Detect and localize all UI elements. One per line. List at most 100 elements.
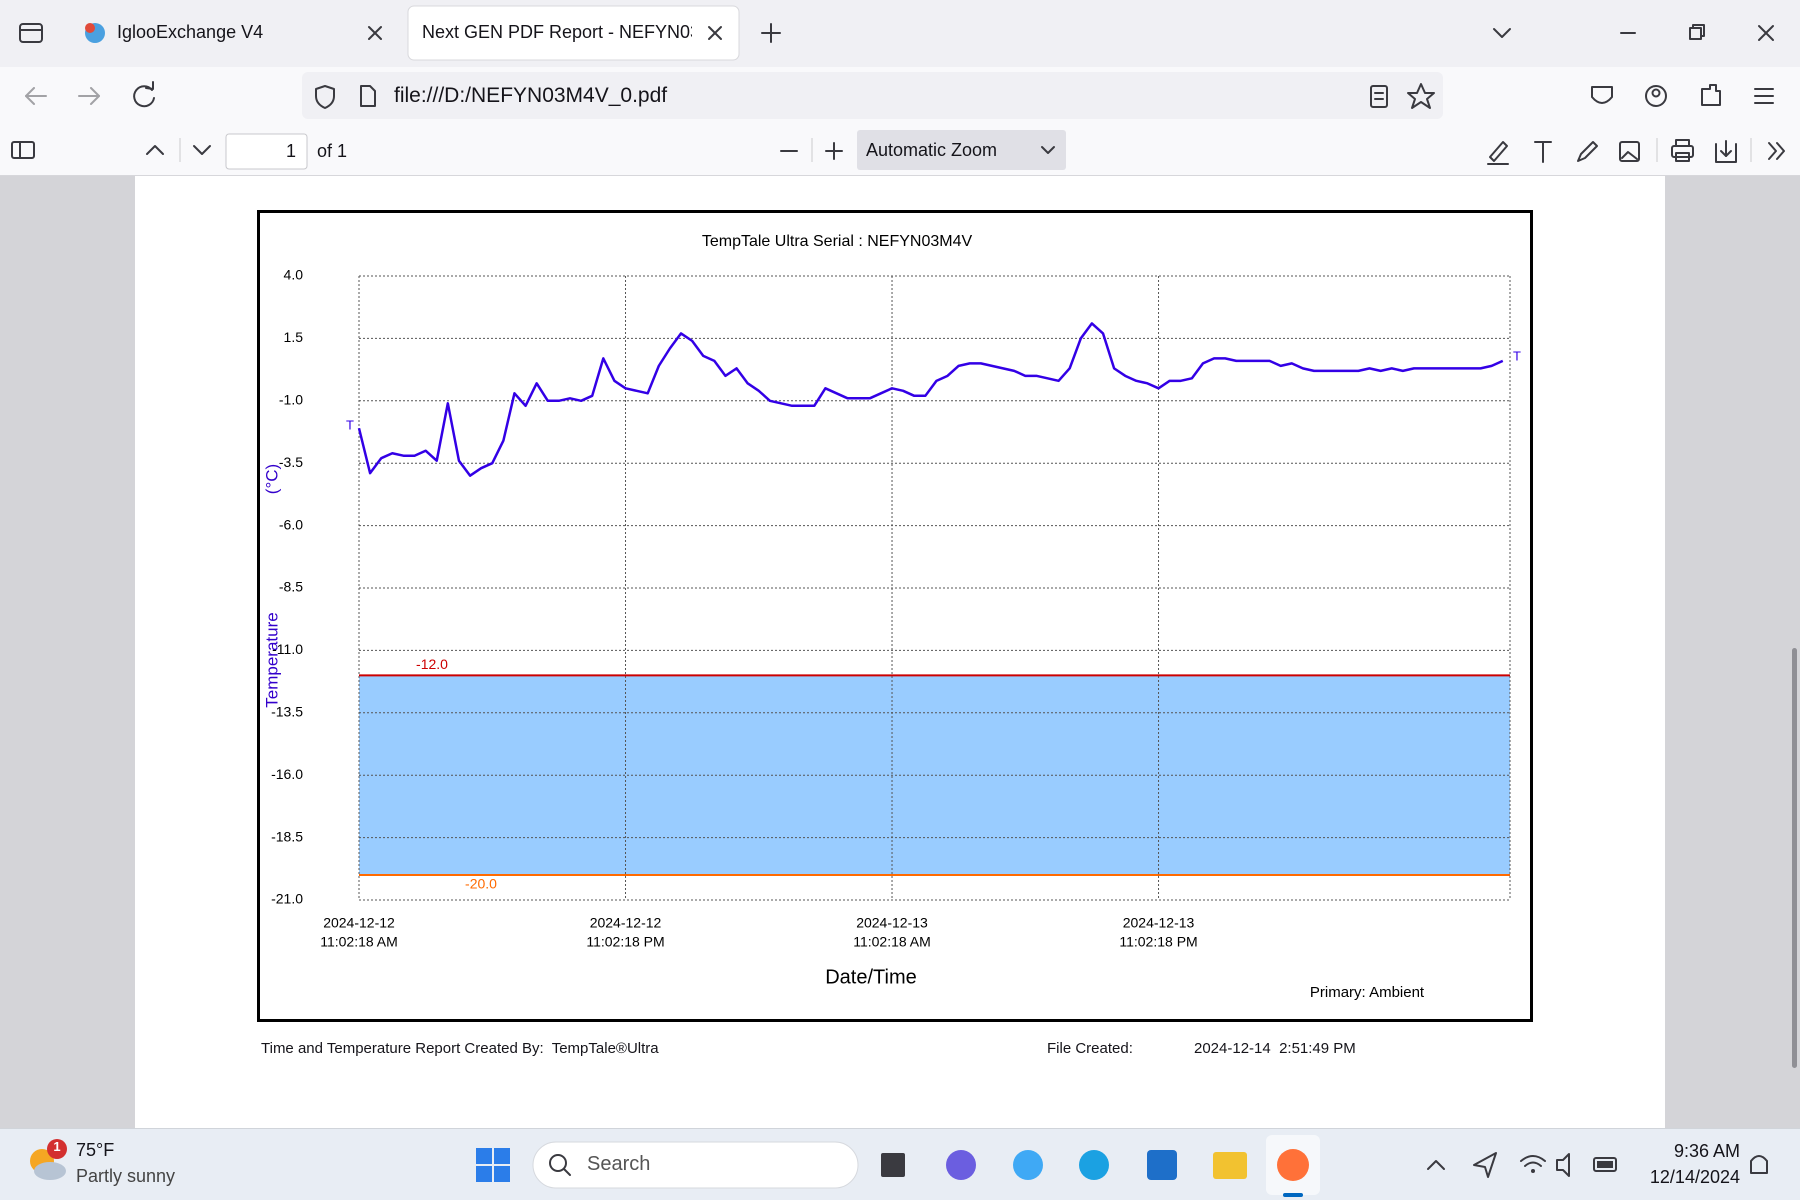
x-tick-label: 11:02:18 PM xyxy=(1119,934,1197,950)
teams-icon[interactable] xyxy=(946,1150,976,1180)
menu-button[interactable] xyxy=(1754,88,1774,104)
bookmark-button[interactable] xyxy=(1407,83,1435,109)
taskbar-icons xyxy=(30,1135,1768,1197)
extensions-button[interactable] xyxy=(1701,84,1721,106)
active-tab[interactable] xyxy=(407,5,740,61)
y-tick-label: -11.0 xyxy=(272,641,303,657)
pocket-button[interactable] xyxy=(1591,86,1613,104)
x-tick-label: 2024-12-12 xyxy=(590,915,662,931)
next-page-button[interactable] xyxy=(193,145,211,155)
close-tab-button[interactable] xyxy=(368,26,382,40)
page-number-input[interactable] xyxy=(225,133,308,170)
y-tick-label: 4.0 xyxy=(284,267,304,283)
firefox-icon[interactable] xyxy=(1277,1149,1309,1181)
tab-list-button[interactable] xyxy=(19,23,43,43)
zoom-select[interactable] xyxy=(857,130,1066,170)
y-tick-label: 1.5 xyxy=(284,329,304,345)
search-icon xyxy=(549,1154,571,1176)
url-text[interactable]: file:///D:/NEFYN03M4V_0.pdf xyxy=(394,84,668,107)
trip-marker: T xyxy=(346,418,354,433)
chart-title: TempTale Ultra Serial : NEFYN03M4V xyxy=(702,233,973,250)
weather-widget[interactable] xyxy=(30,1139,67,1180)
temperature-line xyxy=(357,322,1504,477)
zoom-value[interactable]: Automatic Zoom xyxy=(866,140,998,160)
previous-page-button[interactable] xyxy=(146,145,164,155)
search-box[interactable] xyxy=(532,1141,859,1189)
report-created-by: Time and Temperature Report Created By: … xyxy=(261,1040,659,1057)
search-placeholder[interactable]: Search xyxy=(587,1153,651,1175)
forward-button[interactable] xyxy=(78,87,100,105)
y-tick-label: -16.0 xyxy=(271,766,303,782)
tab-bar-icons xyxy=(19,5,1774,61)
weather-temperature[interactable]: 75°F xyxy=(76,1140,115,1160)
page-number[interactable]: 1 xyxy=(285,141,296,161)
text-button[interactable] xyxy=(1534,141,1552,163)
x-axis-label: Date/Time xyxy=(825,966,917,988)
draw-button[interactable] xyxy=(1577,141,1598,162)
tab-title-fade xyxy=(680,14,704,52)
close-tab-button[interactable] xyxy=(708,26,722,40)
highlight-button[interactable] xyxy=(1487,141,1509,165)
clock-time[interactable]: 9:36 AM xyxy=(1673,1141,1740,1161)
reload-button[interactable] xyxy=(133,81,155,108)
tab-title[interactable]: Next GEN PDF Report - NEFYN03M xyxy=(422,22,692,42)
print-button[interactable] xyxy=(1671,139,1694,162)
back-button[interactable] xyxy=(25,87,47,105)
file-explorer-icon[interactable] xyxy=(1213,1152,1247,1179)
notifications-button[interactable] xyxy=(1750,1155,1768,1174)
pdf-toolbar-icons xyxy=(11,130,1785,170)
show-hidden-icons[interactable] xyxy=(1427,1160,1445,1170)
pdf-viewer: TempTale Ultra Serial : NEFYN03M4V Tempe… xyxy=(0,176,1800,1128)
copilot-icon[interactable] xyxy=(1013,1150,1043,1180)
nav-bar: file:///D:/NEFYN03M4V_0.pdf xyxy=(0,67,1800,124)
y-tick-label: -1.0 xyxy=(279,392,303,408)
reader-view-button[interactable] xyxy=(1370,85,1388,108)
file-created-value: 2024-12-14 2:51:49 PM xyxy=(1194,1040,1356,1057)
tab-favicon xyxy=(85,23,105,43)
y-tick-label: -13.5 xyxy=(271,704,303,720)
edge-icon[interactable] xyxy=(1079,1150,1109,1180)
url-bar[interactable] xyxy=(302,72,1443,119)
sidebar-toggle[interactable] xyxy=(11,141,35,159)
primary-label: Primary: Ambient xyxy=(1310,984,1425,1001)
close-window-button[interactable] xyxy=(1758,25,1774,41)
zoom-in-button[interactable] xyxy=(825,142,843,160)
battery-icon[interactable] xyxy=(1593,1157,1617,1172)
y-tick-label: -3.5 xyxy=(279,454,303,470)
active-app-indicator xyxy=(1283,1193,1303,1197)
product-name: TempTale®Ultra xyxy=(551,1040,659,1057)
store-icon[interactable] xyxy=(1147,1150,1177,1180)
tab-title[interactable]: IglooExchange V4 xyxy=(117,22,264,42)
site-info-icon[interactable] xyxy=(315,85,335,109)
limit-label: -12.0 xyxy=(416,656,448,672)
scrollbar-thumb[interactable] xyxy=(1792,648,1797,1068)
x-tick-label: 2024-12-13 xyxy=(856,915,928,931)
restore-button[interactable] xyxy=(1689,24,1705,40)
wifi-icon[interactable] xyxy=(1520,1155,1546,1173)
y-axis-unit: (°C) xyxy=(262,464,281,494)
start-button[interactable] xyxy=(476,1148,510,1182)
zoom-dropdown-arrow xyxy=(1041,146,1055,154)
task-view-button[interactable] xyxy=(881,1153,905,1177)
more-tools-button[interactable] xyxy=(1768,142,1785,160)
save-button[interactable] xyxy=(1715,140,1737,163)
chart: TempTale Ultra Serial : NEFYN03M4V Tempe… xyxy=(257,210,1533,1022)
new-tab-button[interactable] xyxy=(761,23,781,43)
x-tick-label: 11:02:18 PM xyxy=(586,934,664,950)
account-button[interactable] xyxy=(1645,85,1667,107)
taskbar: 1 75°F Partly sunny Search 9:36 AM 12/14… xyxy=(0,1128,1800,1200)
clock-date[interactable]: 12/14/2024 xyxy=(1649,1167,1740,1187)
list-all-tabs-button[interactable] xyxy=(1493,28,1511,38)
tab-bar: IglooExchange V4 Next GEN PDF Report - N… xyxy=(0,0,1800,67)
location-icon[interactable] xyxy=(1473,1152,1497,1178)
file-created-label: File Created: xyxy=(1047,1040,1133,1057)
file-icon xyxy=(360,85,376,107)
volume-icon[interactable] xyxy=(1556,1153,1570,1177)
weather-conditions[interactable]: Partly sunny xyxy=(76,1166,176,1186)
image-button[interactable] xyxy=(1619,141,1640,162)
x-tick-label: 2024-12-12 xyxy=(323,915,395,931)
x-tick-label: 11:02:18 AM xyxy=(320,934,398,950)
pdf-toolbar: 1 of 1 Automatic Zoom xyxy=(0,124,1800,176)
limit-band xyxy=(359,675,1510,876)
